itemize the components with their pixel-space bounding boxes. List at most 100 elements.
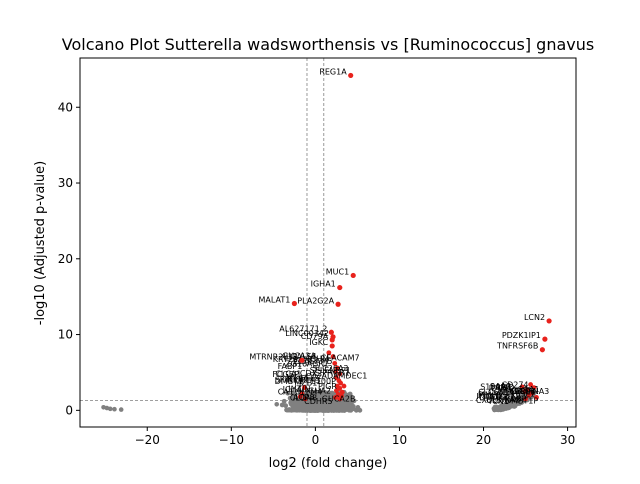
gene-annotation-label: GUCA2A bbox=[282, 352, 316, 361]
gene-annotation-label: DUOX2 bbox=[479, 393, 507, 402]
non-significant-point bbox=[347, 393, 353, 398]
gene-annotation-label: REG4 bbox=[514, 387, 536, 396]
gene-annotation-label: PIGR bbox=[318, 382, 337, 391]
gene-label: IGHA1 bbox=[311, 280, 336, 289]
gene-label: PLA2G2A bbox=[297, 296, 334, 305]
gene-annotation-label: S100P bbox=[311, 377, 336, 386]
non-significant-point bbox=[347, 407, 353, 413]
non-significant-point bbox=[309, 389, 314, 395]
non-significant-point bbox=[325, 390, 331, 396]
non-significant-point bbox=[343, 398, 349, 404]
gene-annotation-label: MMP7 bbox=[478, 391, 502, 400]
significant-point bbox=[333, 369, 338, 375]
gene-annotation-label: IDO1 bbox=[489, 384, 509, 393]
gene-annotation-label: SAA2 bbox=[490, 382, 511, 391]
non-significant-point bbox=[311, 407, 317, 413]
gene-annotation-label: C3 bbox=[521, 386, 532, 395]
non-significant-point bbox=[492, 407, 497, 413]
gene-annotation-label: ITLN1 bbox=[286, 375, 309, 384]
non-significant-point bbox=[516, 400, 521, 405]
gene-annotation-label: KRT20 bbox=[273, 355, 298, 364]
gene-annotation-label: IGHM bbox=[308, 354, 330, 363]
significant-point bbox=[337, 396, 343, 402]
gene-annotation-label: MMP3 bbox=[498, 387, 522, 396]
gene-annotation-label: IFITM1 bbox=[476, 392, 502, 401]
non-significant-point bbox=[312, 390, 318, 396]
gene-label: MUC1 bbox=[326, 267, 349, 276]
gene-annotation-label: SLC26A3 bbox=[313, 364, 349, 373]
non-significant-point bbox=[346, 401, 352, 407]
gene-annotation-label: FABP1 bbox=[278, 362, 303, 371]
gene-annotation-label: CDX2 bbox=[300, 369, 322, 378]
labeled-significant-point bbox=[299, 357, 305, 363]
non-significant-point bbox=[310, 401, 316, 407]
gene-annotation-label: CXCL1 bbox=[510, 388, 536, 397]
non-significant-point bbox=[112, 406, 117, 412]
gene-annotation-label: SLC6A14 bbox=[478, 388, 514, 397]
points-group: ADAMDEC1SPINK4FCGBPITLN1TFF3CLCA1ZG16CEA… bbox=[80, 58, 576, 427]
x-tick-label: 20 bbox=[476, 433, 491, 447]
x-tick-label: 30 bbox=[560, 433, 575, 447]
gene-annotation-label: MS4A12 bbox=[286, 373, 319, 382]
significant-point bbox=[529, 390, 535, 396]
plot-area: ADAMDEC1SPINK4FCGBPITLN1TFF3CLCA1ZG16CEA… bbox=[58, 57, 577, 447]
gene-annotation-label: UBD bbox=[497, 383, 515, 392]
significant-point bbox=[297, 394, 303, 400]
significant-point bbox=[337, 385, 343, 391]
non-significant-point bbox=[329, 407, 335, 413]
significant-point bbox=[334, 388, 339, 394]
y-tick-label: 10 bbox=[58, 328, 73, 342]
gene-annotation-label: TCN1 bbox=[487, 397, 509, 406]
significant-point bbox=[332, 360, 338, 366]
gene-label: LCN2 bbox=[524, 313, 545, 322]
significant-point bbox=[522, 388, 528, 394]
significant-point bbox=[528, 382, 534, 387]
gene-annotation-label: SAA1 bbox=[518, 385, 539, 394]
gene-annotation-label: AQP8 bbox=[293, 393, 315, 402]
gene-annotation-label: CDHR5 bbox=[304, 397, 332, 406]
gene-label: TNFRSF6B bbox=[496, 342, 538, 351]
non-significant-point bbox=[294, 398, 300, 404]
non-significant-point bbox=[333, 404, 339, 410]
y-tick-label: 30 bbox=[58, 176, 73, 190]
gene-label: REG1A bbox=[319, 67, 347, 76]
gene-annotation-label: LBP bbox=[512, 394, 527, 403]
significant-point bbox=[526, 392, 532, 398]
labeled-significant-point bbox=[291, 300, 297, 307]
significant-point bbox=[330, 354, 336, 359]
non-significant-point bbox=[322, 407, 328, 413]
x-tick-label: 10 bbox=[392, 433, 407, 447]
gene-annotation-label: TFF3 bbox=[301, 376, 321, 385]
gene-annotation-label: OLFM4 bbox=[295, 388, 322, 397]
non-significant-point bbox=[343, 392, 349, 398]
non-significant-point bbox=[107, 406, 113, 412]
non-significant-point bbox=[317, 407, 323, 413]
gene-annotation-label: IGHA2 bbox=[306, 387, 331, 396]
x-tick-label: −10 bbox=[219, 433, 244, 447]
significant-point bbox=[337, 371, 343, 377]
gene-annotation-label: CLCA1 bbox=[275, 369, 301, 378]
significant-point bbox=[523, 396, 528, 402]
gene-annotation-label: AGR2 bbox=[307, 359, 329, 368]
gene-annotation-label: JCHAIN bbox=[282, 385, 311, 394]
non-significant-point bbox=[312, 396, 318, 402]
non-significant-point bbox=[340, 406, 346, 412]
gene-annotation-label: SELENBP1 bbox=[310, 366, 351, 375]
plot-frame bbox=[79, 57, 577, 428]
significant-point bbox=[519, 384, 525, 390]
gene-annotation-label: CXCL5 bbox=[476, 396, 502, 405]
gene-annotation-label: ZG16 bbox=[285, 359, 307, 368]
non-significant-point bbox=[287, 395, 293, 401]
non-significant-point bbox=[293, 405, 299, 411]
non-significant-point bbox=[316, 392, 322, 397]
significant-point bbox=[338, 380, 344, 386]
significant-point bbox=[534, 395, 539, 400]
non-significant-point bbox=[285, 390, 291, 396]
non-significant-point bbox=[316, 403, 322, 409]
significant-point bbox=[531, 385, 537, 390]
gene-annotation-label: MZB1 bbox=[294, 378, 317, 387]
non-significant-point bbox=[506, 401, 511, 406]
labeled-significant-point bbox=[350, 272, 356, 279]
gene-label: LINC00342 bbox=[285, 329, 329, 338]
